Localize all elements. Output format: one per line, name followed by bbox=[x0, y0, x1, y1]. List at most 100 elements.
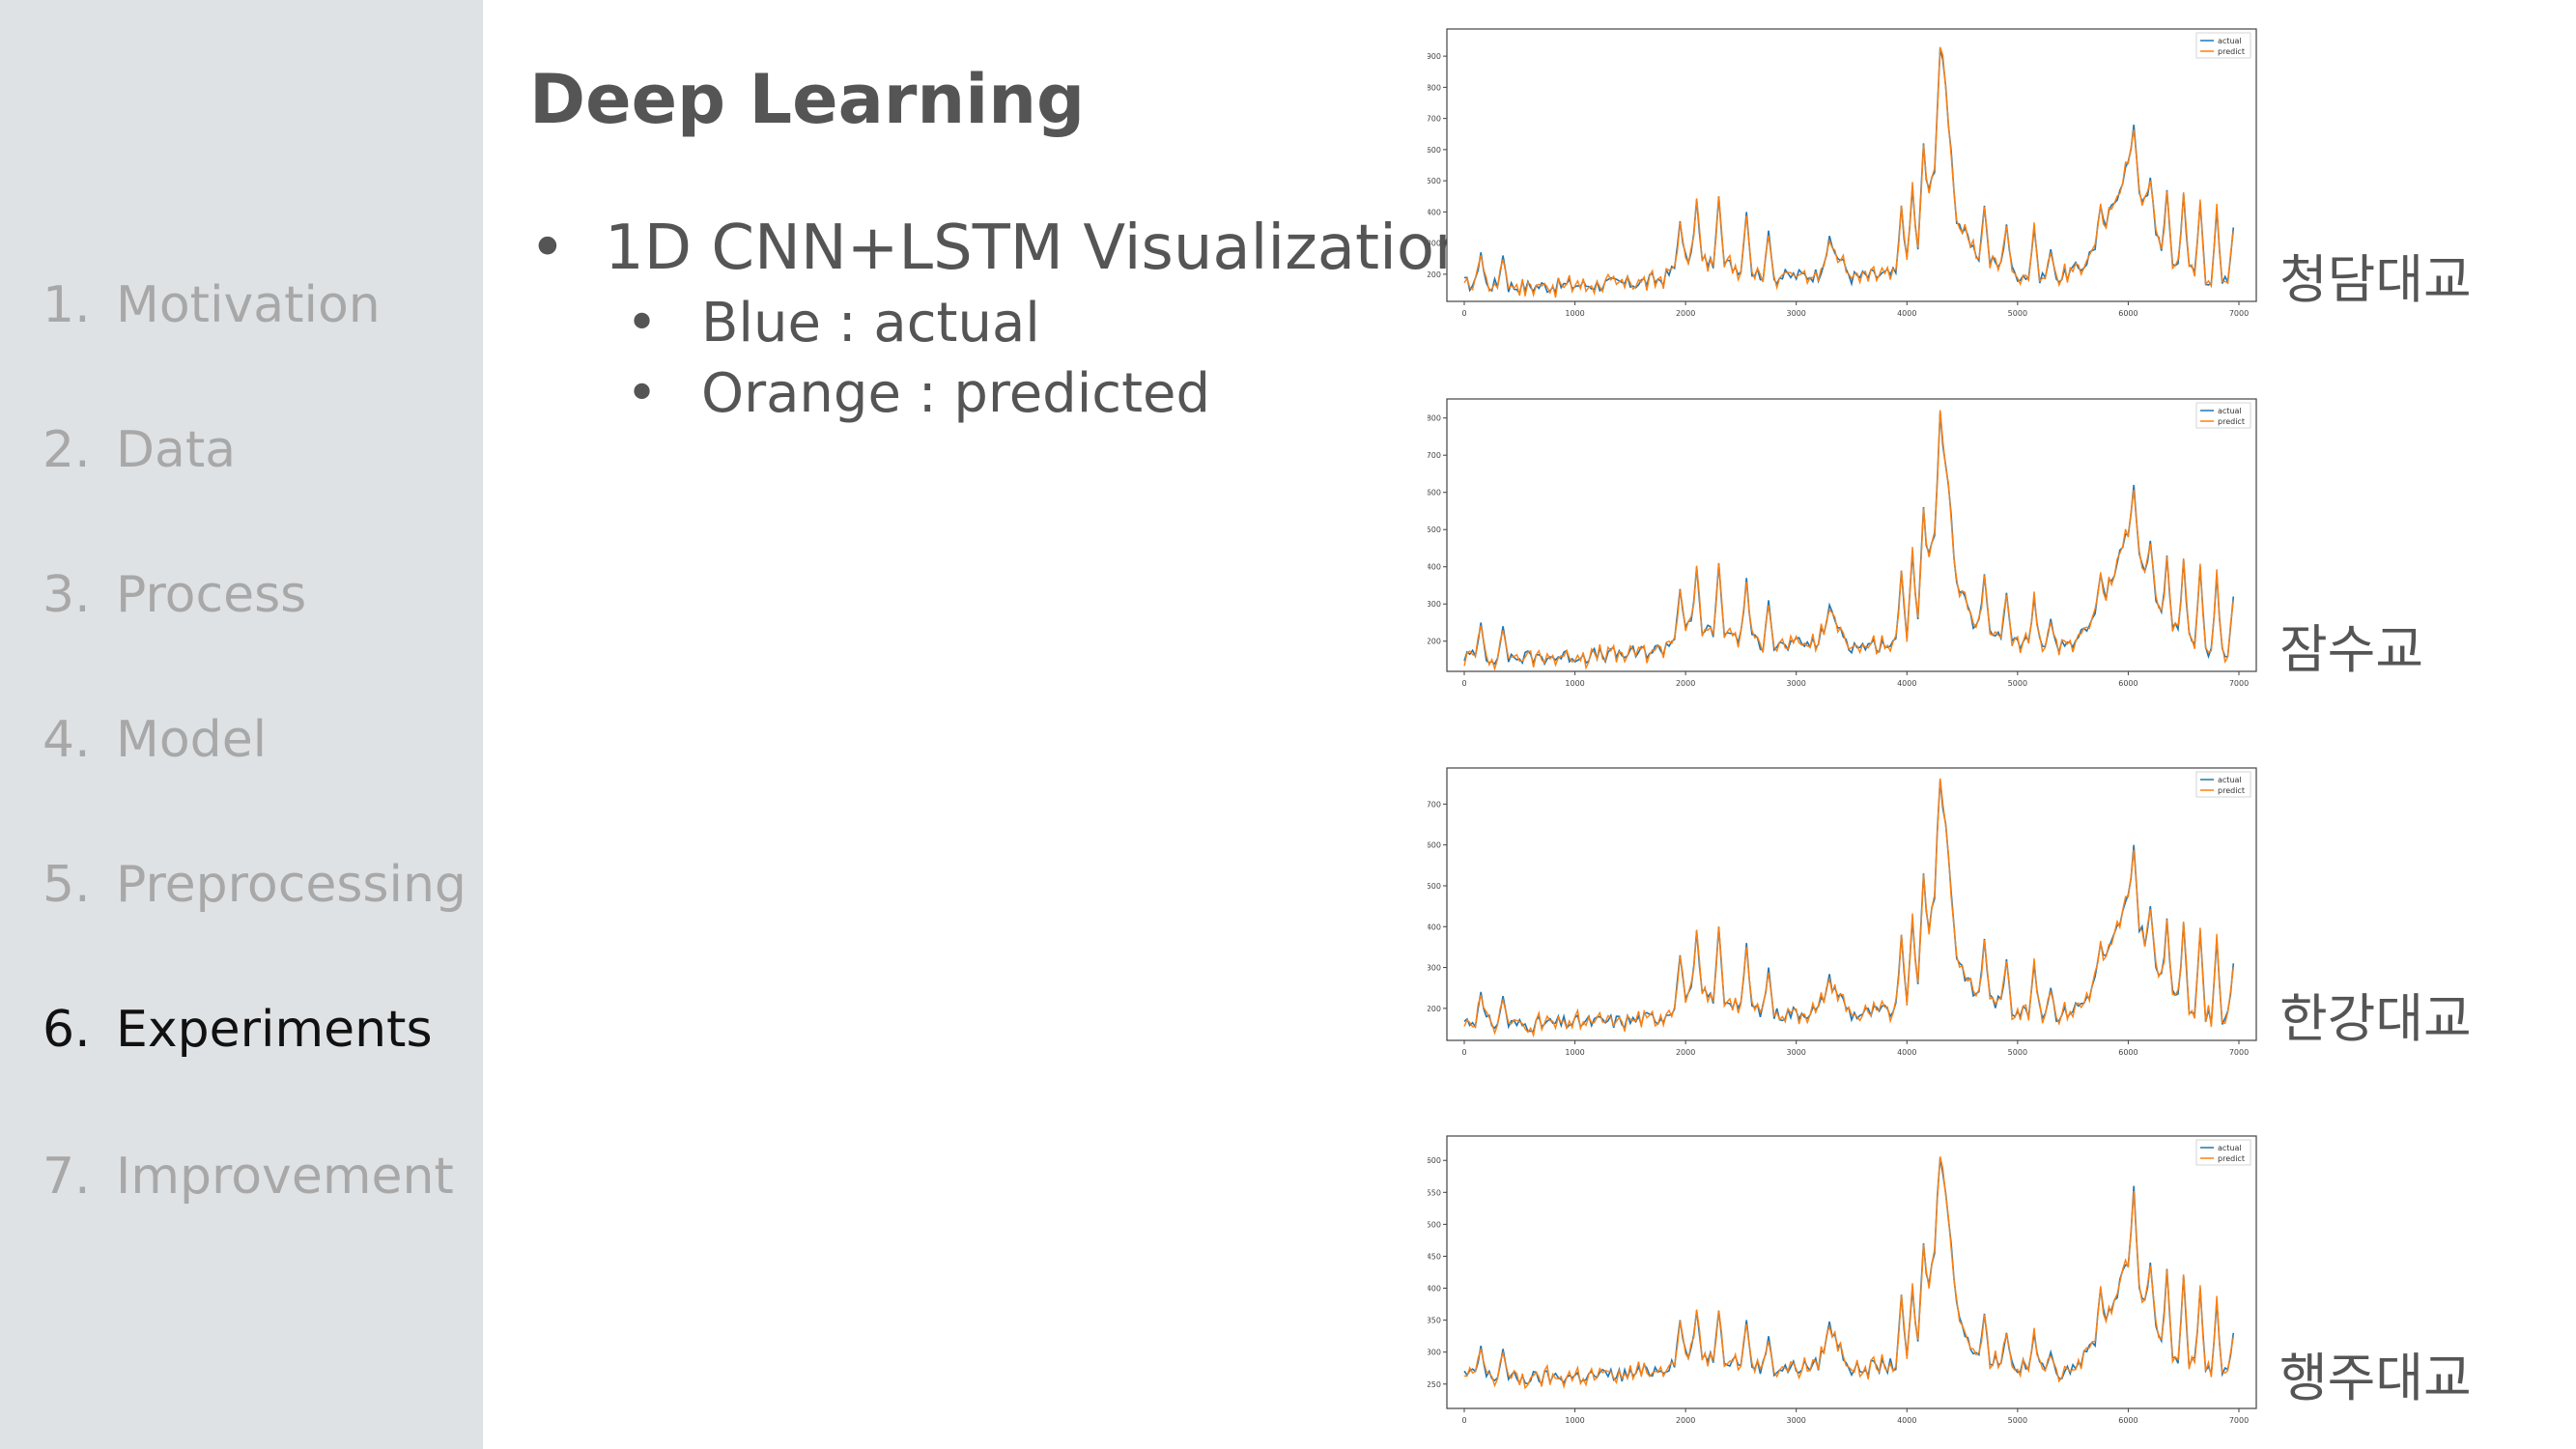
nav-label: Improvement bbox=[116, 1148, 454, 1206]
x-tick-label: 3000 bbox=[1787, 1048, 1806, 1057]
legend-label: predict bbox=[2218, 786, 2245, 795]
x-tick-label: 6000 bbox=[2118, 1048, 2137, 1057]
series-predict-line bbox=[1463, 778, 2234, 1038]
nav-number: 2. bbox=[42, 421, 91, 479]
x-tick-label: 4000 bbox=[1897, 1416, 1916, 1425]
nav-number: 3. bbox=[42, 566, 91, 624]
nav-number: 6. bbox=[42, 1001, 91, 1059]
nav-label: Data bbox=[116, 421, 237, 479]
x-tick-label: 7000 bbox=[2229, 1048, 2249, 1057]
legend-label: actual bbox=[2218, 37, 2242, 45]
nav-item-improvement[interactable]: 7. Improvement bbox=[42, 1148, 454, 1206]
series-predict-line bbox=[1463, 46, 2234, 298]
nav-item-process[interactable]: 3. Process bbox=[42, 566, 306, 624]
bridge-label: 한강대교 bbox=[2279, 988, 2472, 1049]
x-tick-label: 0 bbox=[1461, 1416, 1466, 1425]
x-tick-label: 6000 bbox=[2118, 1416, 2137, 1425]
legend-label: actual bbox=[2218, 407, 2242, 415]
plot-frame bbox=[1446, 1135, 2257, 1409]
bullet-sub-predicted: • Orange : predicted bbox=[626, 362, 1474, 425]
bridge-label: 잠수교 bbox=[2279, 619, 2424, 680]
y-tick-label: 200 bbox=[1428, 638, 1441, 646]
bullet-dot: • bbox=[626, 292, 659, 355]
x-tick-label: 4000 bbox=[1897, 309, 1916, 318]
x-tick-label: 3000 bbox=[1787, 309, 1806, 318]
chart-hangang: 0 1000 2000 3000 4000 5000 6000 7000 200 300 400 50… bbox=[1428, 760, 2268, 1057]
chart-jamsu: 0 1000 2000 3000 4000 5000 6000 7000 200 300 400 50… bbox=[1428, 391, 2268, 688]
chart-cheongdam: 0 1000 2000 3000 4000 5000 6000 7000 200 300 400 50… bbox=[1428, 21, 2268, 318]
y-tick-label: 400 bbox=[1428, 923, 1441, 931]
legend-box bbox=[2195, 1139, 2251, 1166]
nav-label: Experiments bbox=[116, 1001, 433, 1059]
legend-label: predict bbox=[2218, 1154, 2245, 1163]
x-tick-label: 2000 bbox=[1676, 1416, 1695, 1425]
bridge-label: 청담대교 bbox=[2279, 249, 2472, 310]
y-tick-label: 350 bbox=[1428, 1317, 1441, 1325]
legend-box bbox=[2195, 32, 2251, 59]
page-title: Deep Learning bbox=[529, 60, 1086, 139]
y-tick-label: 300 bbox=[1428, 240, 1441, 248]
series-predict-line bbox=[1463, 410, 2234, 671]
nav-number: 1. bbox=[42, 276, 91, 334]
y-tick-label: 300 bbox=[1428, 1349, 1441, 1357]
y-tick-label: 500 bbox=[1428, 526, 1441, 534]
y-tick-label: 500 bbox=[1428, 177, 1441, 185]
y-tick-label: 800 bbox=[1428, 83, 1441, 92]
bullet-dot: • bbox=[529, 213, 566, 284]
y-tick-label: 400 bbox=[1428, 208, 1441, 216]
nav-item-motivation[interactable]: 1. Motivation bbox=[42, 276, 381, 334]
bullet-main-text: 1D CNN+LSTM Visualization bbox=[605, 213, 1474, 284]
y-tick-label: 700 bbox=[1428, 451, 1441, 460]
x-tick-label: 1000 bbox=[1565, 679, 1584, 688]
x-tick-label: 3000 bbox=[1787, 679, 1806, 688]
x-tick-label: 4000 bbox=[1897, 679, 1916, 688]
y-tick-label: 300 bbox=[1428, 964, 1441, 973]
y-tick-label: 250 bbox=[1428, 1380, 1441, 1389]
nav-item-model[interactable]: 4. Model bbox=[42, 711, 267, 769]
x-tick-label: 1000 bbox=[1565, 1048, 1584, 1057]
legend-box bbox=[2195, 402, 2251, 429]
x-tick-label: 2000 bbox=[1676, 679, 1695, 688]
x-tick-label: 5000 bbox=[2008, 1048, 2027, 1057]
y-tick-label: 200 bbox=[1428, 1005, 1441, 1013]
nav-label: Model bbox=[116, 711, 268, 769]
chart-svg: 0 1000 2000 3000 4000 5000 6000 7000 200 300 400 50… bbox=[1428, 398, 2257, 688]
bullet-main: • 1D CNN+LSTM Visualization bbox=[529, 213, 1474, 284]
plot-frame bbox=[1446, 398, 2257, 672]
nav-item-preprocessing[interactable]: 5. Preprocessing bbox=[42, 856, 467, 914]
sidebar: 1. Motivation 2. Data 3. Process 4. Model 5.… bbox=[0, 0, 483, 1449]
legend-label: actual bbox=[2218, 1144, 2242, 1152]
x-tick-label: 1000 bbox=[1565, 1416, 1584, 1425]
nav-number: 7. bbox=[42, 1148, 91, 1206]
x-tick-label: 7000 bbox=[2229, 1416, 2249, 1425]
x-tick-label: 0 bbox=[1461, 1048, 1466, 1057]
legend-label: actual bbox=[2218, 776, 2242, 784]
nav-label: Motivation bbox=[116, 276, 381, 334]
chart-svg: 0 1000 2000 3000 4000 5000 6000 7000 200 300 400 50… bbox=[1428, 767, 2257, 1057]
nav-item-data[interactable]: 2. Data bbox=[42, 421, 236, 479]
x-tick-label: 4000 bbox=[1897, 1048, 1916, 1057]
y-tick-label: 300 bbox=[1428, 600, 1441, 609]
x-tick-label: 6000 bbox=[2118, 679, 2137, 688]
x-tick-label: 5000 bbox=[2008, 309, 2027, 318]
nav-number: 5. bbox=[42, 856, 91, 914]
x-tick-label: 7000 bbox=[2229, 679, 2249, 688]
y-tick-label: 600 bbox=[1428, 1156, 1441, 1165]
y-tick-label: 700 bbox=[1428, 800, 1441, 809]
legend-label: predict bbox=[2218, 417, 2245, 426]
bullet-sub-text: Blue : actual bbox=[701, 292, 1040, 355]
plot-frame bbox=[1446, 28, 2257, 302]
chart-haengju: 0 1000 2000 3000 4000 5000 6000 7000 250 300 350 40… bbox=[1428, 1128, 2268, 1425]
chart-svg: 0 1000 2000 3000 4000 5000 6000 7000 250 300 350 40… bbox=[1428, 1135, 2257, 1425]
y-tick-label: 550 bbox=[1428, 1188, 1441, 1197]
bullet-dot: • bbox=[626, 362, 659, 425]
y-tick-label: 600 bbox=[1428, 841, 1441, 850]
legend-label: predict bbox=[2218, 47, 2245, 56]
x-tick-label: 0 bbox=[1461, 309, 1466, 318]
nav-item-experiments[interactable]: 6. Experiments bbox=[42, 1001, 433, 1059]
x-tick-label: 3000 bbox=[1787, 1416, 1806, 1425]
chart-svg: 0 1000 2000 3000 4000 5000 6000 7000 200 300 400 50… bbox=[1428, 28, 2257, 318]
bullet-sub-text: Orange : predicted bbox=[701, 362, 1211, 425]
series-predict-line bbox=[1464, 1156, 2234, 1390]
nav-label: Process bbox=[116, 566, 307, 624]
